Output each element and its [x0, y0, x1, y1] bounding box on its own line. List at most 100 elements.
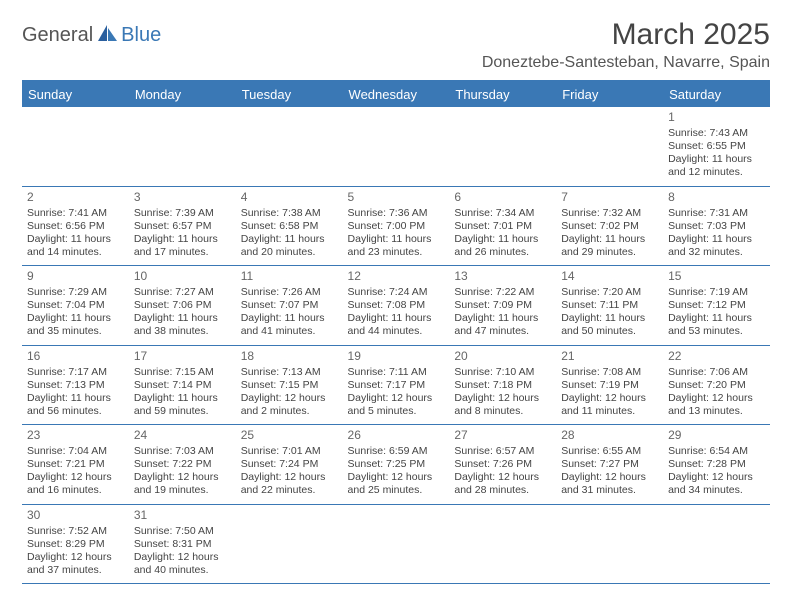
sunset-text: Sunset: 7:20 PM — [668, 379, 765, 392]
daylight-text: and 12 minutes. — [668, 166, 765, 179]
sunrise-text: Sunrise: 7:24 AM — [348, 286, 445, 299]
calendar-day-cell: 31Sunrise: 7:50 AMSunset: 8:31 PMDayligh… — [129, 504, 236, 584]
daylight-text: Daylight: 11 hours — [27, 392, 124, 405]
calendar-empty-cell — [22, 107, 129, 186]
day-number: 24 — [134, 428, 231, 443]
daylight-text: and 22 minutes. — [241, 484, 338, 497]
calendar-day-cell: 16Sunrise: 7:17 AMSunset: 7:13 PMDayligh… — [22, 345, 129, 425]
calendar-day-cell: 2Sunrise: 7:41 AMSunset: 6:56 PMDaylight… — [22, 186, 129, 266]
day-number: 2 — [27, 190, 124, 205]
daylight-text: and 26 minutes. — [454, 246, 551, 259]
calendar-empty-cell — [236, 504, 343, 584]
day-number: 6 — [454, 190, 551, 205]
sunrise-text: Sunrise: 7:52 AM — [27, 525, 124, 538]
weekday-header: Saturday — [663, 81, 770, 107]
weekday-header: Friday — [556, 81, 663, 107]
calendar-empty-cell — [449, 504, 556, 584]
sunrise-text: Sunrise: 7:38 AM — [241, 207, 338, 220]
calendar-week-row: 9Sunrise: 7:29 AMSunset: 7:04 PMDaylight… — [22, 266, 770, 346]
daylight-text: Daylight: 11 hours — [348, 312, 445, 325]
sunrise-text: Sunrise: 7:26 AM — [241, 286, 338, 299]
daylight-text: Daylight: 12 hours — [348, 471, 445, 484]
calendar-day-cell: 29Sunrise: 6:54 AMSunset: 7:28 PMDayligh… — [663, 425, 770, 505]
sunset-text: Sunset: 7:21 PM — [27, 458, 124, 471]
daylight-text: and 41 minutes. — [241, 325, 338, 338]
daylight-text: Daylight: 11 hours — [27, 312, 124, 325]
day-number: 22 — [668, 349, 765, 364]
calendar-day-cell: 10Sunrise: 7:27 AMSunset: 7:06 PMDayligh… — [129, 266, 236, 346]
daylight-text: and 31 minutes. — [561, 484, 658, 497]
sunset-text: Sunset: 7:13 PM — [27, 379, 124, 392]
daylight-text: Daylight: 11 hours — [27, 233, 124, 246]
sunset-text: Sunset: 7:03 PM — [668, 220, 765, 233]
sunset-text: Sunset: 7:22 PM — [134, 458, 231, 471]
sunrise-text: Sunrise: 6:54 AM — [668, 445, 765, 458]
day-number: 29 — [668, 428, 765, 443]
sunset-text: Sunset: 7:02 PM — [561, 220, 658, 233]
day-number: 27 — [454, 428, 551, 443]
daylight-text: Daylight: 12 hours — [134, 471, 231, 484]
logo: General Blue — [22, 18, 161, 47]
daylight-text: and 17 minutes. — [134, 246, 231, 259]
day-number: 1 — [668, 110, 765, 125]
daylight-text: and 13 minutes. — [668, 405, 765, 418]
day-number: 4 — [241, 190, 338, 205]
daylight-text: and 28 minutes. — [454, 484, 551, 497]
daylight-text: and 35 minutes. — [27, 325, 124, 338]
calendar-day-cell: 9Sunrise: 7:29 AMSunset: 7:04 PMDaylight… — [22, 266, 129, 346]
daylight-text: Daylight: 11 hours — [348, 233, 445, 246]
sunrise-text: Sunrise: 7:13 AM — [241, 366, 338, 379]
day-number: 11 — [241, 269, 338, 284]
daylight-text: and 5 minutes. — [348, 405, 445, 418]
daylight-text: and 56 minutes. — [27, 405, 124, 418]
day-number: 21 — [561, 349, 658, 364]
daylight-text: Daylight: 12 hours — [241, 392, 338, 405]
sunset-text: Sunset: 7:06 PM — [134, 299, 231, 312]
sunset-text: Sunset: 6:57 PM — [134, 220, 231, 233]
sunrise-text: Sunrise: 7:20 AM — [561, 286, 658, 299]
sunset-text: Sunset: 7:18 PM — [454, 379, 551, 392]
calendar-empty-cell — [556, 107, 663, 186]
sunset-text: Sunset: 7:27 PM — [561, 458, 658, 471]
calendar-day-cell: 21Sunrise: 7:08 AMSunset: 7:19 PMDayligh… — [556, 345, 663, 425]
calendar-empty-cell — [556, 504, 663, 584]
header: General Blue March 2025 Doneztebe-Santes… — [22, 18, 770, 72]
calendar-empty-cell — [129, 107, 236, 186]
calendar-day-cell: 1Sunrise: 7:43 AMSunset: 6:55 PMDaylight… — [663, 107, 770, 186]
sunset-text: Sunset: 7:25 PM — [348, 458, 445, 471]
sunrise-text: Sunrise: 7:22 AM — [454, 286, 551, 299]
calendar-day-cell: 27Sunrise: 6:57 AMSunset: 7:26 PMDayligh… — [449, 425, 556, 505]
day-number: 3 — [134, 190, 231, 205]
calendar-week-row: 2Sunrise: 7:41 AMSunset: 6:56 PMDaylight… — [22, 186, 770, 266]
daylight-text: and 59 minutes. — [134, 405, 231, 418]
calendar-day-cell: 25Sunrise: 7:01 AMSunset: 7:24 PMDayligh… — [236, 425, 343, 505]
sunrise-text: Sunrise: 7:31 AM — [668, 207, 765, 220]
day-number: 14 — [561, 269, 658, 284]
weekday-header: Tuesday — [236, 81, 343, 107]
day-number: 28 — [561, 428, 658, 443]
day-number: 8 — [668, 190, 765, 205]
sunrise-text: Sunrise: 7:19 AM — [668, 286, 765, 299]
daylight-text: and 37 minutes. — [27, 564, 124, 577]
day-number: 30 — [27, 508, 124, 523]
daylight-text: and 23 minutes. — [348, 246, 445, 259]
calendar-week-row: 23Sunrise: 7:04 AMSunset: 7:21 PMDayligh… — [22, 425, 770, 505]
sunset-text: Sunset: 6:58 PM — [241, 220, 338, 233]
calendar-week-row: 30Sunrise: 7:52 AMSunset: 8:29 PMDayligh… — [22, 504, 770, 584]
logo-text-1: General — [22, 24, 93, 47]
sunset-text: Sunset: 7:00 PM — [348, 220, 445, 233]
daylight-text: Daylight: 11 hours — [454, 312, 551, 325]
daylight-text: Daylight: 12 hours — [348, 392, 445, 405]
sunset-text: Sunset: 7:19 PM — [561, 379, 658, 392]
daylight-text: Daylight: 11 hours — [668, 233, 765, 246]
calendar-week-row: 1Sunrise: 7:43 AMSunset: 6:55 PMDaylight… — [22, 107, 770, 186]
title-block: March 2025 Doneztebe-Santesteban, Navarr… — [482, 18, 770, 72]
day-number: 20 — [454, 349, 551, 364]
daylight-text: and 8 minutes. — [454, 405, 551, 418]
day-number: 25 — [241, 428, 338, 443]
daylight-text: Daylight: 12 hours — [241, 471, 338, 484]
sunset-text: Sunset: 7:08 PM — [348, 299, 445, 312]
daylight-text: Daylight: 12 hours — [27, 551, 124, 564]
daylight-text: Daylight: 11 hours — [668, 312, 765, 325]
daylight-text: and 29 minutes. — [561, 246, 658, 259]
